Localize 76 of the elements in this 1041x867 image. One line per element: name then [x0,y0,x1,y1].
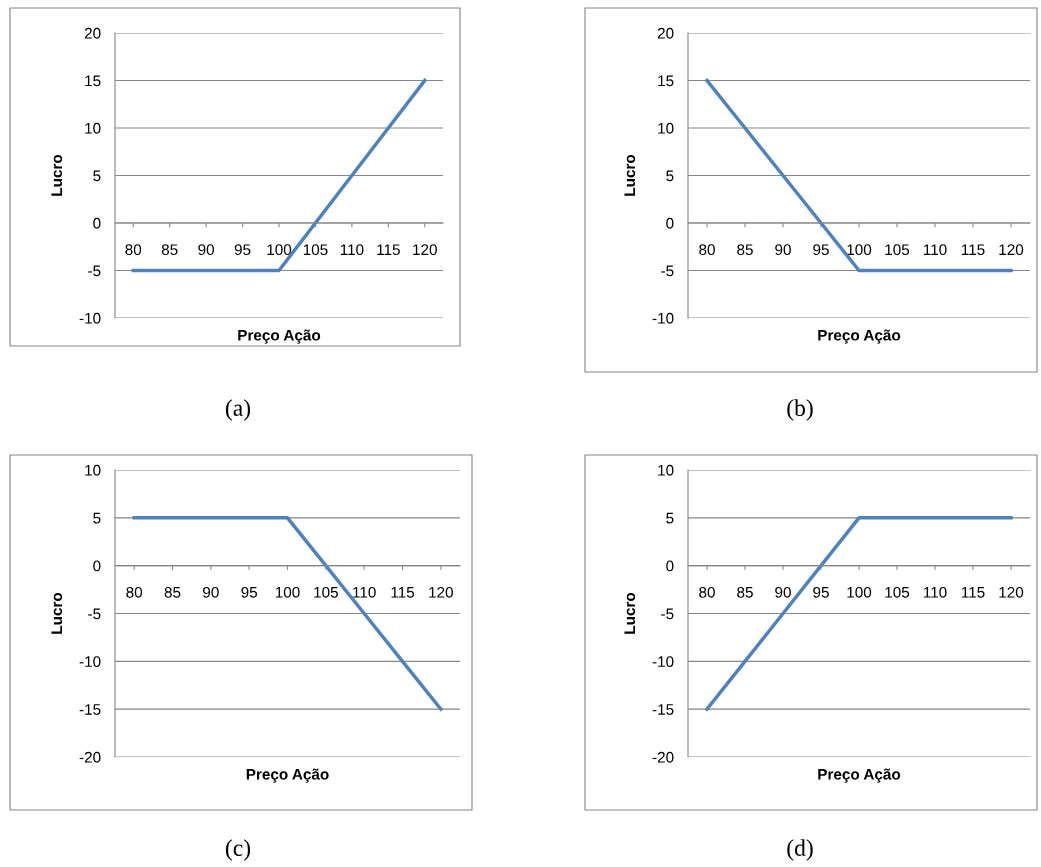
text: (d) [787,839,813,861]
x-tick-label: 105 [303,244,328,256]
x-tick-label: 115 [391,587,415,598]
x-tick-label: 90 [203,586,219,598]
x-tick-label: 100 [847,244,872,256]
y-tick-label: 10 [658,464,674,476]
x-tick-label: 100 [275,586,300,598]
y-tick-label: -5 [661,608,674,620]
x-tick-label: 120 [413,244,437,256]
x-tick-label: 95 [234,244,251,256]
x-tick-label: 85 [737,244,753,256]
y-tick-label: -15 [652,704,674,715]
y-tick-label: -20 [652,751,674,763]
x-tick-label: 110 [923,244,947,256]
y-tick-label: 15 [658,75,674,87]
x-tick-label: 85 [161,244,178,256]
x-tick-label: 80 [699,586,715,598]
y-tick-label: -20 [79,751,101,763]
y-tick-label: -15 [79,704,101,715]
y-tick-label: 20 [657,27,674,39]
y-axis-title: Lucro [624,154,636,196]
y-tick-label: 5 [93,512,101,524]
x-tick-label: 120 [429,586,453,598]
x-tick-label: 100 [847,586,872,598]
x-tick-label: 105 [885,244,910,256]
x-tick-label: 110 [353,586,376,598]
x-tick-label: 85 [164,586,181,598]
y-tick-label: 0 [93,217,101,229]
x-tick-label: 120 [999,244,1024,256]
y-tick-label: 5 [666,170,674,182]
y-tick-label: -10 [79,656,101,668]
y-tick-label: 20 [84,27,101,39]
x-tick-label: 105 [314,586,338,598]
y-tick-label: 0 [666,560,674,572]
x-tick-label: 90 [775,586,791,598]
x-axis-title: Preço Ação [818,768,901,783]
y-tick-label: -10 [79,312,101,324]
y-tick-label: 0 [93,560,101,572]
x-tick-label: 110 [923,586,947,598]
x-axis-title: Preço Ação [246,768,329,783]
y-axis-title: Lucro [624,592,636,634]
x-tick-label: 80 [125,244,142,256]
text: (b) [787,399,813,421]
x-tick-label: 95 [813,586,829,598]
x-tick-label: 80 [699,244,715,256]
x-tick-label: 95 [241,586,258,598]
x-tick-label: 80 [126,586,143,598]
x-tick-label: 110 [340,244,364,256]
y-tick-label: -5 [661,265,674,277]
y-axis-title: Lucro [51,154,63,196]
y-tick-label: 10 [658,122,674,134]
x-tick-label: 120 [999,586,1024,598]
x-axis-title: Preço Ação [238,329,321,344]
x-tick-label: 90 [198,244,215,256]
x-tick-label: 115 [961,587,985,598]
y-tick-label: -5 [88,608,101,620]
y-tick-label: 15 [85,75,101,87]
y-tick-label: 0 [666,217,674,229]
x-tick-label: 100 [267,244,292,256]
x-axis-title: Preço Ação [818,329,901,344]
y-axis-title: Lucro [51,592,63,634]
text: (a) [225,399,251,421]
y-tick-label: -10 [652,656,674,668]
y-tick-label: 10 [85,464,101,476]
y-tick-label: 5 [666,512,674,524]
text: (c) [225,839,251,861]
x-tick-label: 90 [775,244,791,256]
x-tick-label: 115 [377,244,400,256]
x-tick-label: 95 [813,244,829,256]
x-tick-label: 115 [961,244,985,256]
x-tick-label: 85 [737,586,753,598]
y-tick-label: 5 [93,170,101,182]
y-tick-label: 10 [85,122,101,134]
y-tick-label: -5 [88,265,101,277]
y-tick-label: -10 [652,312,674,324]
x-tick-label: 105 [885,586,910,598]
